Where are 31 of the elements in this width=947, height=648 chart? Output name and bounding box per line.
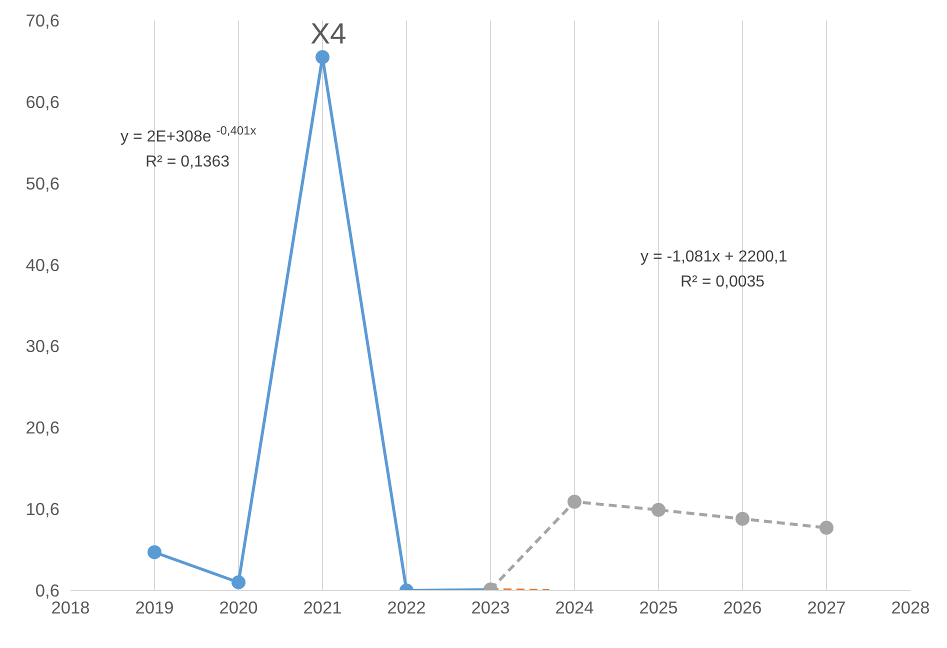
point: [232, 575, 246, 590]
x-tick-label: 2022: [387, 598, 426, 618]
x-tick-label: 2019: [135, 598, 174, 618]
point: [820, 520, 834, 535]
y-tick-label: 70,6: [26, 10, 60, 30]
x-tick-label: 2026: [723, 598, 762, 618]
annotation: R² = 0,0035: [680, 274, 765, 290]
x-tick-label: 2023: [471, 598, 510, 618]
point: [736, 512, 750, 526]
point: [652, 502, 666, 517]
y-tick-label: 0,6: [35, 580, 60, 600]
x-tick-label: 2021: [303, 598, 342, 618]
y-tick-label: 10,6: [26, 499, 60, 520]
x-tick-label: 2027: [807, 598, 846, 618]
annotation: R² = 0,1363: [146, 154, 230, 170]
y-tick-label: 60,6: [26, 92, 60, 112]
x-tick-label: 2028: [891, 598, 930, 618]
annotation: y = -1,081x + 2200,1: [640, 248, 788, 266]
x-tick-label: 2024: [555, 598, 594, 618]
y-tick-label: 30,6: [26, 336, 60, 356]
y-tick-label: 50,6: [26, 173, 60, 194]
x-tick-label: 2018: [51, 598, 90, 618]
x-tick-label: 2020: [219, 598, 258, 618]
y-tick-label: 20,6: [26, 418, 60, 438]
point: [568, 494, 582, 509]
annotation: y = 2E+308e-0,401x: [120, 124, 256, 146]
point: [148, 545, 162, 560]
y-tick-label: 40,6: [26, 254, 60, 275]
point: [316, 50, 330, 64]
x-tick-label: 2025: [639, 598, 678, 618]
chart-title: X4: [310, 18, 346, 50]
